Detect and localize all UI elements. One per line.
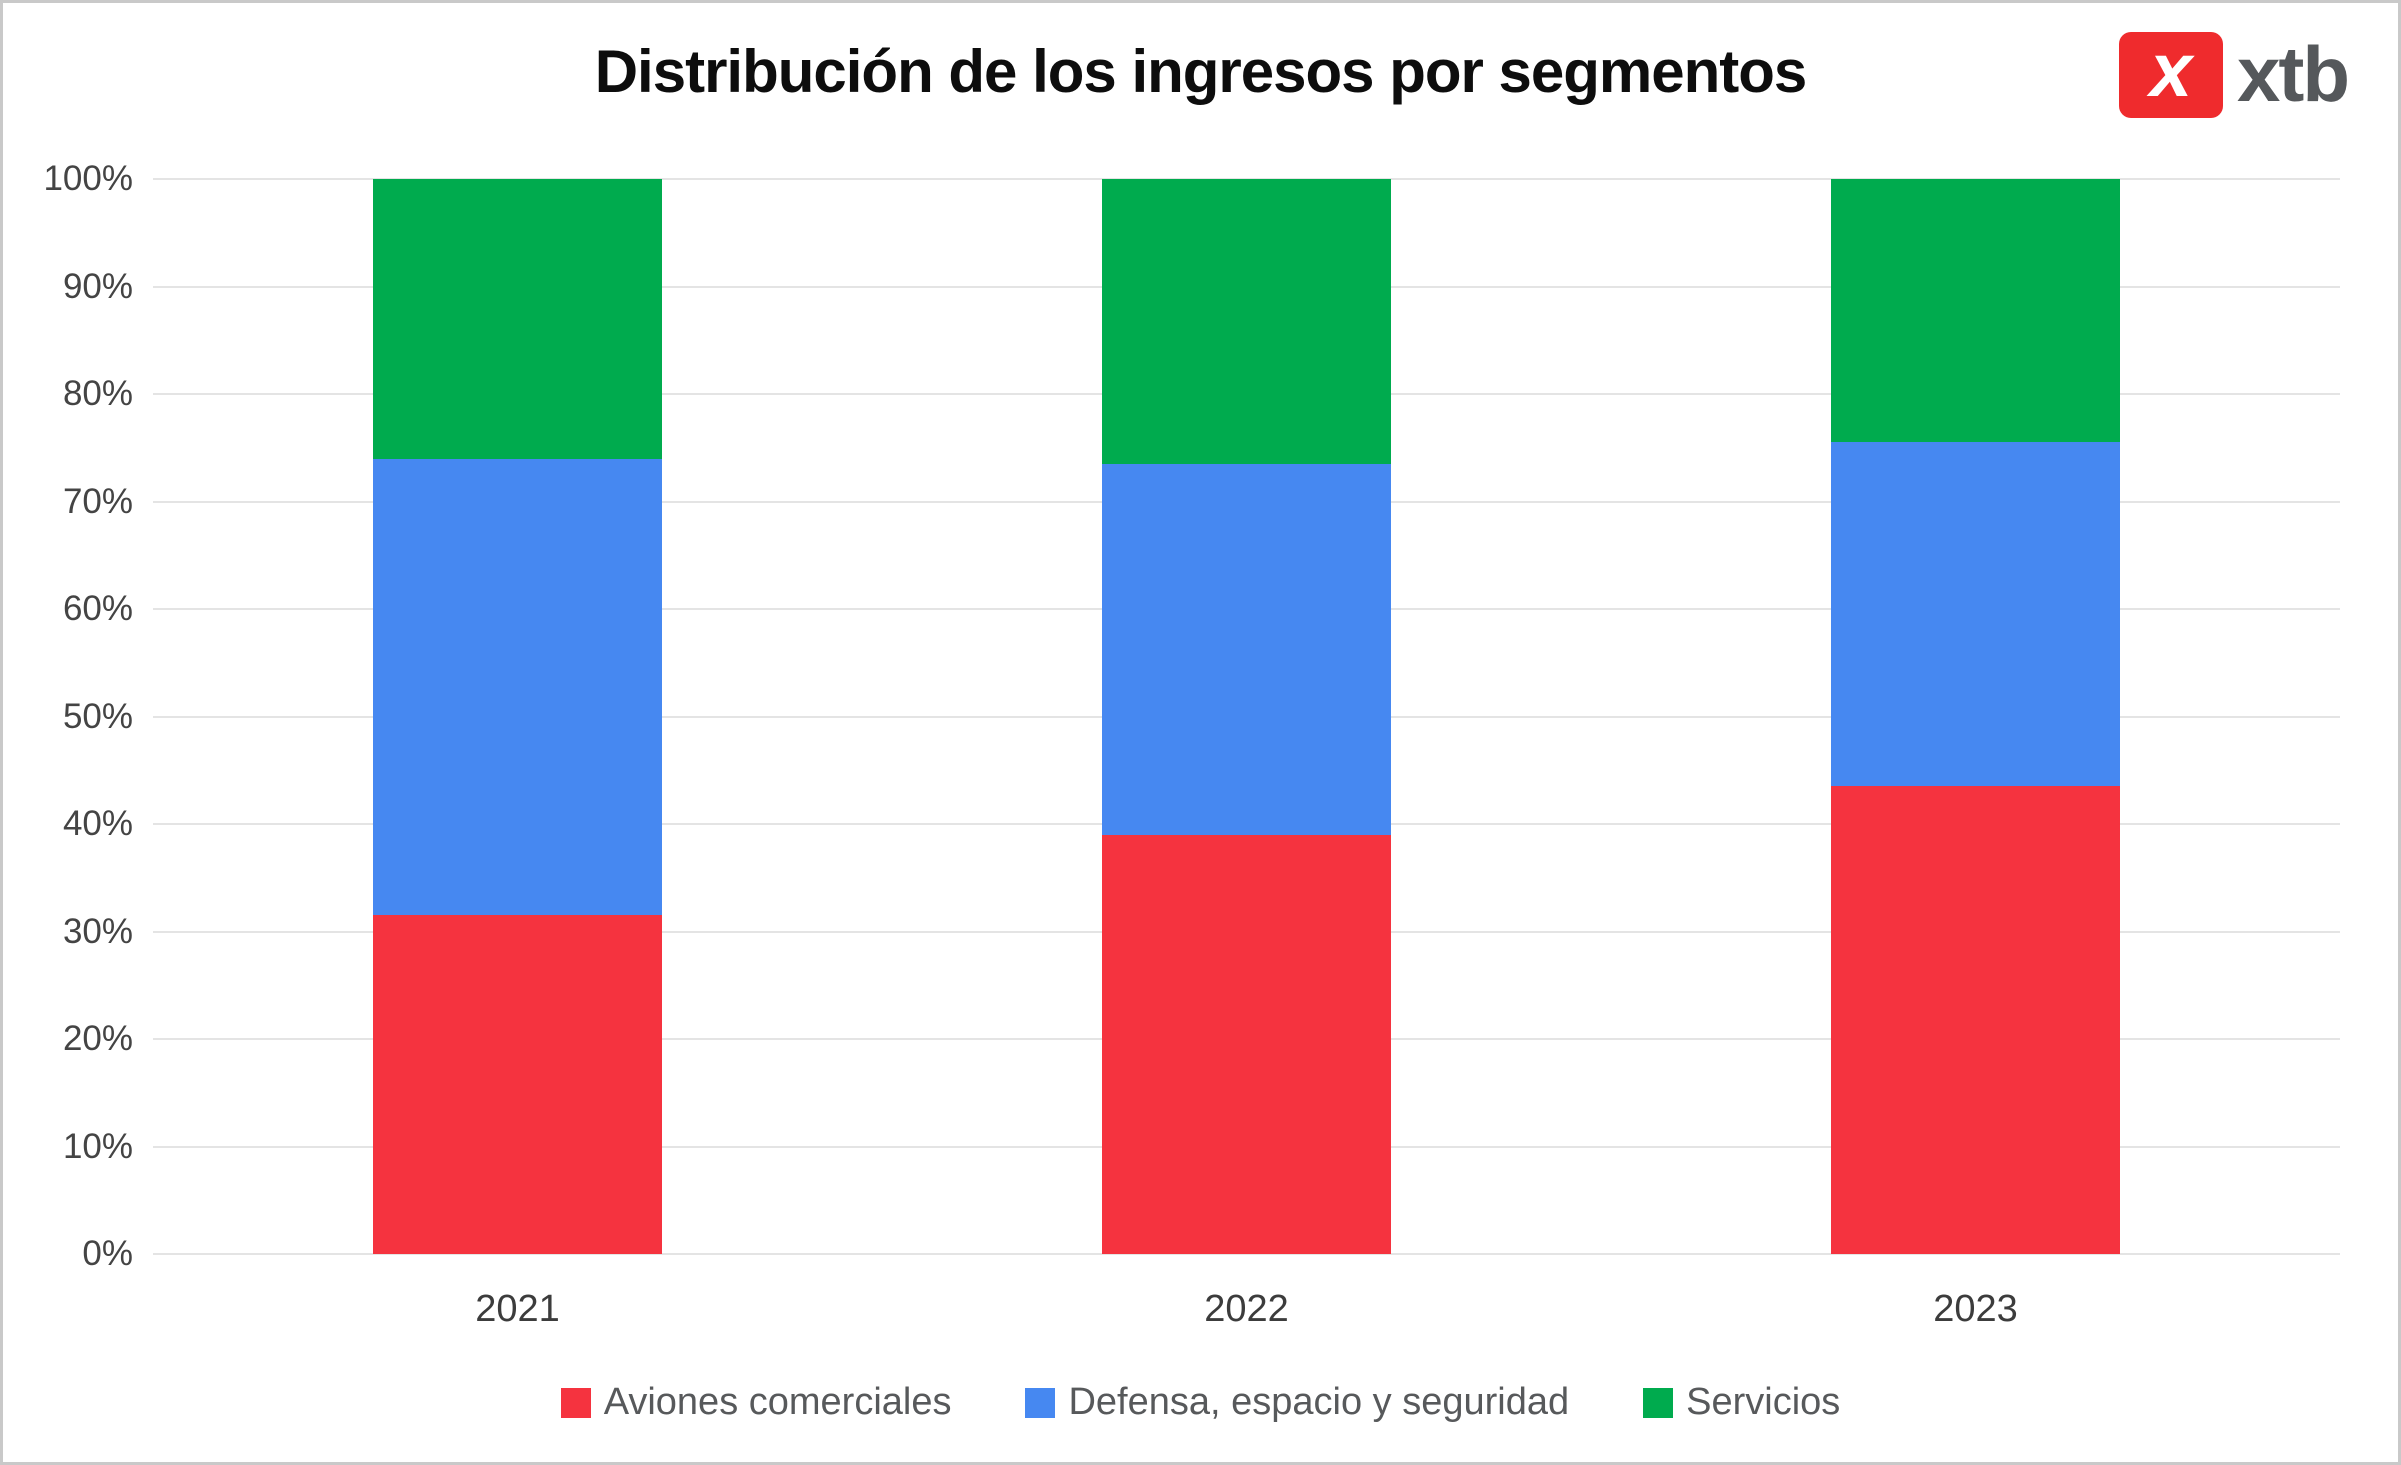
y-tick-label-40: 40% [62, 804, 133, 843]
y-tick-label-90: 90% [62, 266, 133, 306]
y-tick-label-60: 60% [62, 589, 133, 628]
bar-2023 [1831, 179, 2120, 1254]
y-tick-label-10: 10% [62, 1126, 133, 1166]
y-tick-label-0: 0% [82, 1234, 133, 1273]
y-tick-label-70: 70% [62, 481, 133, 521]
x-axis-label-2023: 2023 [1933, 1288, 2018, 1330]
legend-item-servicios: Servicios [1643, 1381, 1840, 1424]
bar-segment-aviones-comerciales-2022 [1102, 834, 1391, 1254]
legend-label-defensa-espacio-y-seguridad: Defensa, espacio y seguridad [1068, 1381, 1570, 1423]
xtb-logo: x xtb [2119, 27, 2350, 120]
legend-swatch-aviones-comerciales [560, 1387, 591, 1418]
bar-2021 [373, 179, 662, 1254]
bar-segment-defensa-espacio-y-seguridad-2021 [373, 458, 662, 916]
bars-container [153, 179, 2340, 1254]
x-axis-label-2021: 2021 [475, 1288, 560, 1330]
legend-label-servicios: Servicios [1686, 1381, 1841, 1423]
bar-segment-servicios-2023 [1831, 179, 2120, 443]
legend-swatch-servicios [1643, 1387, 1674, 1418]
y-tick-label-30: 30% [62, 911, 133, 951]
plot-area: 0% 10% 20% 30% 40% 50% 60% 70% 80% 90% 100% [43, 159, 2340, 1273]
bar-segment-servicios-2022 [1102, 179, 1391, 464]
legend-item-aviones-comerciales: Aviones comerciales [560, 1381, 952, 1424]
bar-segment-defensa-espacio-y-seguridad-2023 [1831, 442, 2120, 787]
bar-segment-defensa-espacio-y-seguridad-2022 [1102, 463, 1391, 835]
bar-2022 [1102, 179, 1391, 1254]
y-tick-label-80: 80% [62, 374, 133, 413]
bar-segment-aviones-comerciales-2021 [373, 915, 662, 1254]
y-tick-label-20: 20% [62, 1019, 133, 1058]
y-tick-label-50: 50% [62, 696, 133, 736]
gridline-0 [153, 1253, 2340, 1255]
legend-label-aviones-comerciales: Aviones comerciales [603, 1381, 952, 1423]
chart-title: Distribución de los ingresos por segment… [594, 38, 1808, 105]
bar-segment-servicios-2021 [373, 179, 662, 459]
legend-swatch-defensa-espacio-y-seguridad [1025, 1387, 1056, 1418]
x-axis-label-2022: 2022 [1204, 1288, 1289, 1330]
legend-item-defensa-espacio-y-seguridad: Defensa, espacio y seguridad [1025, 1381, 1569, 1424]
legend: Aviones comerciales Defensa, espacio y se… [3, 1381, 2398, 1424]
xtb-logo-x-glyph: x [2149, 27, 2193, 113]
x-axis-labels: 2021 2022 2023 [153, 1288, 2340, 1331]
bar-segment-aviones-comerciales-2023 [1831, 786, 2120, 1254]
xtb-logo-text: xtb [2237, 30, 2350, 118]
xtb-logo-icon: x [2119, 27, 2223, 118]
y-tick-label-100: 100% [43, 159, 133, 198]
